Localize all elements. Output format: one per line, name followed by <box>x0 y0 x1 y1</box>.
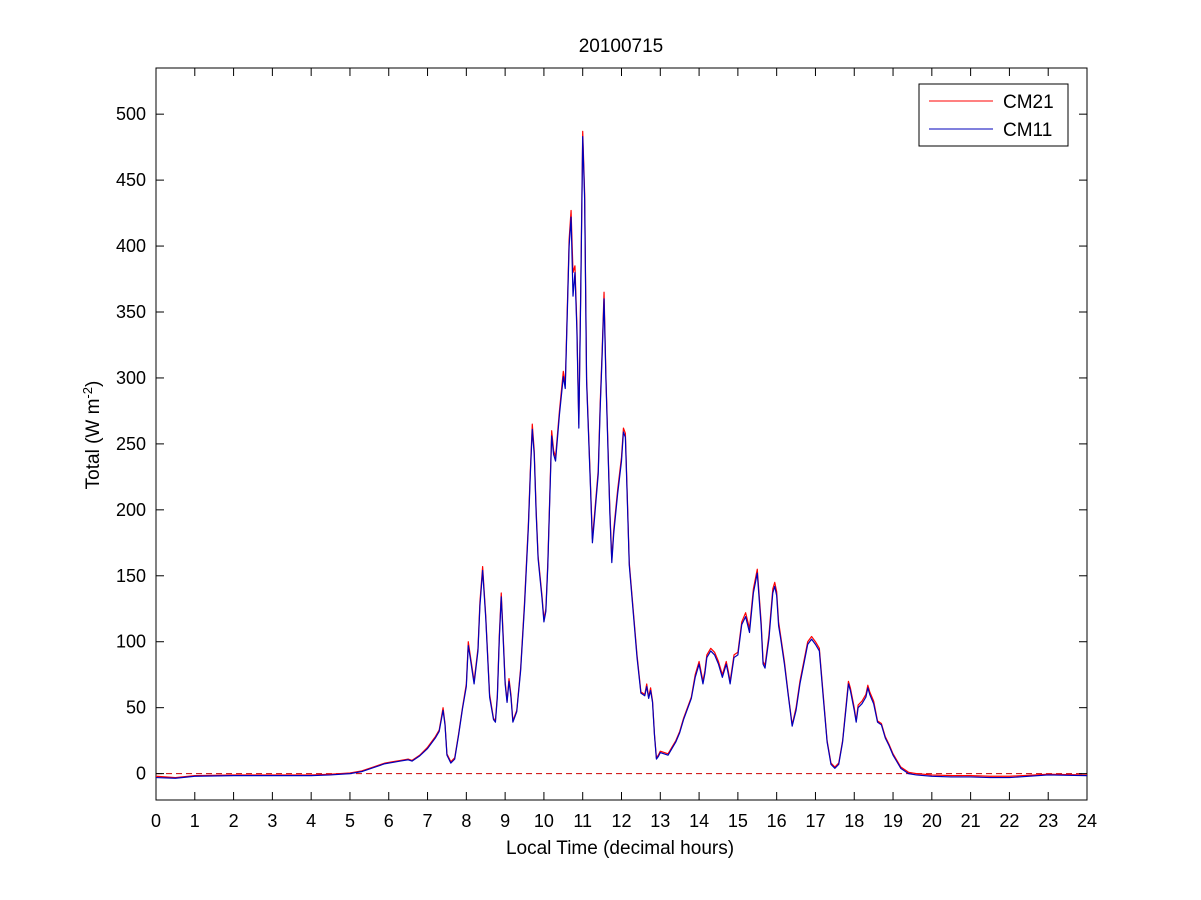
y-tick-label: 50 <box>126 698 146 718</box>
legend: CM21 CM11 <box>918 83 1069 147</box>
x-tick-label: 7 <box>423 811 433 831</box>
y-axis-label: Total (W m-2) <box>80 381 104 490</box>
x-tick-label: 4 <box>306 811 316 831</box>
y-tick-label: 250 <box>116 434 146 454</box>
legend-label-cm21: CM21 <box>1003 92 1054 113</box>
x-tick-label: 21 <box>961 811 981 831</box>
x-tick-label: 9 <box>500 811 510 831</box>
y-tick-label: 0 <box>136 764 146 784</box>
x-tick-label: 12 <box>611 811 631 831</box>
series-line-cm11 <box>156 135 1087 779</box>
y-tick-label: 500 <box>116 104 146 124</box>
y-tick-label: 400 <box>116 236 146 256</box>
x-tick-label: 11 <box>573 811 592 831</box>
y-axis-label-superscript: -2 <box>80 387 95 399</box>
x-tick-label: 3 <box>267 811 277 831</box>
y-axis-label-close: ) <box>83 381 104 387</box>
x-tick-label: 23 <box>1038 811 1058 831</box>
y-tick-label: 150 <box>116 566 146 586</box>
legend-box <box>918 83 1069 147</box>
x-tick-label: 14 <box>689 811 709 831</box>
x-tick-label: 24 <box>1077 811 1097 831</box>
x-tick-label: 15 <box>728 811 748 831</box>
x-tick-label: 0 <box>151 811 161 831</box>
y-tick-label: 300 <box>116 368 146 388</box>
x-axis-label: Local Time (decimal hours) <box>506 838 734 859</box>
x-tick-label: 22 <box>999 811 1019 831</box>
y-axis-label-main: Total (W m <box>83 399 104 490</box>
x-tick-label: 13 <box>650 811 670 831</box>
plot-area <box>155 67 1088 801</box>
x-tick-label: 1 <box>190 811 200 831</box>
y-tick-label: 200 <box>116 500 146 520</box>
y-tick-label: 450 <box>116 170 146 190</box>
x-tick-label: 10 <box>534 811 554 831</box>
legend-label-cm11: CM11 <box>1003 120 1052 141</box>
y-tick-label: 350 <box>116 302 146 322</box>
x-axis-ticks: 0 1 2 3 4 5 6 7 8 9 10 11 12 13 14 15 16 17 18 19 20 21 22 23 24 <box>151 68 1097 831</box>
x-tick-label: 2 <box>229 811 239 831</box>
x-tick-label: 18 <box>844 811 864 831</box>
x-tick-label: 20 <box>922 811 942 831</box>
x-tick-label: 17 <box>805 811 825 831</box>
y-axis-ticks: 0 50 100 150 200 250 300 350 400 450 500 <box>116 104 1087 784</box>
x-tick-label: 8 <box>461 811 471 831</box>
x-tick-label: 19 <box>883 811 903 831</box>
x-tick-label: 5 <box>345 811 355 831</box>
x-tick-label: 16 <box>767 811 787 831</box>
chart-title: 20100715 <box>579 36 664 57</box>
x-tick-label: 6 <box>384 811 394 831</box>
series-layer <box>156 130 1087 779</box>
y-tick-label: 100 <box>116 632 146 652</box>
